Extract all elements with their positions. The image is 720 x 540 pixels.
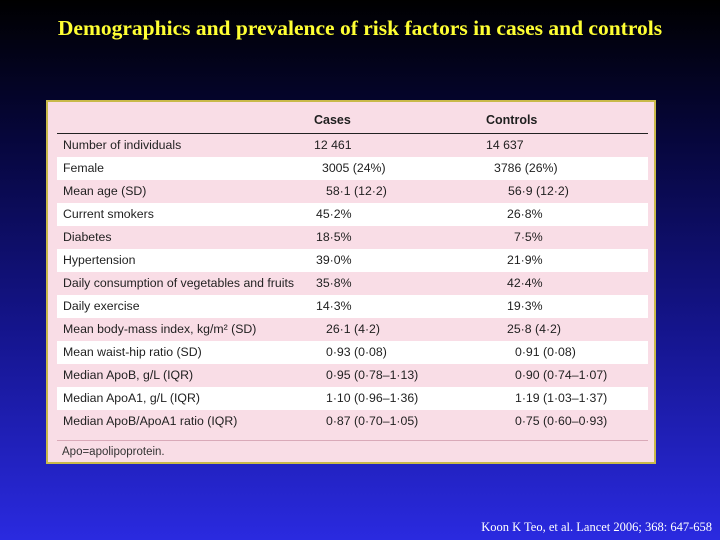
header-controls: Controls (486, 113, 538, 127)
slide-title: Demographics and prevalence of risk fact… (57, 16, 663, 40)
controls-value: 14 637 (486, 138, 524, 152)
controls-value: 42·4% (507, 276, 543, 290)
table-row: Daily exercise 14·3% 19·3% (57, 295, 648, 318)
row-label: Diabetes (63, 230, 112, 244)
table-footnote: Apo=apolipoprotein. (57, 440, 646, 458)
cases-value: 0·93 (0·08) (326, 345, 387, 359)
cases-value: 35·8% (316, 276, 352, 290)
row-label: Mean waist-hip ratio (SD) (63, 345, 202, 359)
table-row: Median ApoB/ApoA1 ratio (IQR) 0·87 (0·70… (57, 410, 648, 433)
controls-value: 26·8% (507, 207, 543, 221)
row-label: Median ApoB/ApoA1 ratio (IQR) (63, 414, 238, 428)
row-label: Hypertension (63, 253, 136, 267)
cases-value: 12 461 (314, 138, 352, 152)
cases-value: 0·95 (0·78–1·13) (326, 368, 419, 382)
cases-value: 1·10 (0·96–1·36) (326, 391, 419, 405)
table-panel: Cases Controls Number of individuals 12 … (46, 100, 656, 464)
row-label: Daily exercise (63, 299, 140, 313)
controls-value: 56·9 (12·2) (508, 184, 569, 198)
row-label: Current smokers (63, 207, 154, 221)
row-label: Mean age (SD) (63, 184, 147, 198)
cases-value: 14·3% (316, 299, 352, 313)
controls-value: 25·8 (4·2) (507, 322, 561, 336)
cases-value: 45·2% (316, 207, 352, 221)
table-row: Daily consumption of vegetables and frui… (57, 272, 648, 295)
header-cases: Cases (314, 113, 351, 127)
citation: Koon K Teo, et al. Lancet 2006; 368: 647… (481, 520, 712, 534)
controls-value: 3786 (26%) (494, 161, 558, 175)
controls-value: 1·19 (1·03–1·37) (515, 391, 608, 405)
table-row: Mean body-mass index, kg/m² (SD) 26·1 (4… (57, 318, 648, 341)
table-row: Mean age (SD) 58·1 (12·2) 56·9 (12·2) (57, 180, 648, 203)
cases-value: 26·1 (4·2) (326, 322, 380, 336)
table-row: Hypertension 39·0% 21·9% (57, 249, 648, 272)
controls-value: 19·3% (507, 299, 543, 313)
table-row: Number of individuals 12 461 14 637 (57, 134, 648, 157)
cases-value: 58·1 (12·2) (326, 184, 387, 198)
table-row: Current smokers 45·2% 26·8% (57, 203, 648, 226)
cases-value: 0·87 (0·70–1·05) (326, 414, 419, 428)
cases-value: 3005 (24%) (322, 161, 386, 175)
table-row: Median ApoB, g/L (IQR) 0·95 (0·78–1·13) … (57, 364, 648, 387)
table-row: Diabetes 18·5% 7·5% (57, 226, 648, 249)
row-label: Daily consumption of vegetables and frui… (63, 276, 295, 290)
controls-value: 7·5% (514, 230, 543, 244)
cases-value: 39·0% (316, 253, 352, 267)
table-header: Cases Controls (57, 110, 648, 134)
cases-value: 18·5% (316, 230, 352, 244)
table-row: Mean waist-hip ratio (SD) 0·93 (0·08) 0·… (57, 341, 648, 364)
row-label: Median ApoB, g/L (IQR) (63, 368, 194, 382)
row-label: Female (63, 161, 105, 175)
row-label: Mean body-mass index, kg/m² (SD) (63, 322, 257, 336)
row-label: Number of individuals (63, 138, 182, 152)
controls-value: 0·91 (0·08) (515, 345, 576, 359)
controls-value: 21·9% (507, 253, 543, 267)
controls-value: 0·90 (0·74–1·07) (515, 368, 608, 382)
table-row: Female 3005 (24%) 3786 (26%) (57, 157, 648, 180)
row-label: Median ApoA1, g/L (IQR) (63, 391, 200, 405)
table-row: Median ApoA1, g/L (IQR) 1·10 (0·96–1·36)… (57, 387, 648, 410)
controls-value: 0·75 (0·60–0·93) (515, 414, 608, 428)
risk-factor-table: Cases Controls Number of individuals 12 … (57, 110, 648, 433)
